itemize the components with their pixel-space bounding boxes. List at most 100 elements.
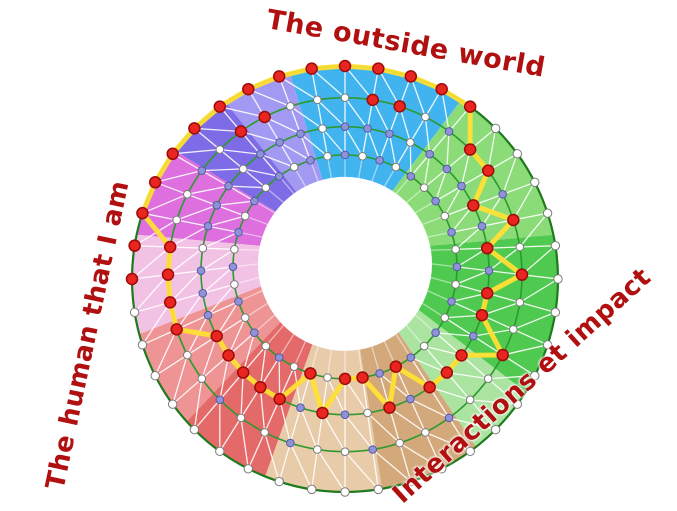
mesh-line bbox=[410, 153, 431, 177]
score-node bbox=[166, 147, 179, 161]
wheel-node bbox=[240, 313, 250, 323]
mesh-line bbox=[444, 185, 463, 217]
wheel-node bbox=[238, 164, 248, 174]
mesh-line bbox=[377, 68, 401, 107]
mesh-line bbox=[424, 116, 431, 155]
mesh-line bbox=[434, 168, 448, 202]
wheel-node bbox=[340, 122, 350, 132]
mesh-line bbox=[344, 97, 369, 129]
score-node bbox=[389, 360, 403, 373]
wheel-node bbox=[197, 374, 207, 384]
mesh-line bbox=[278, 398, 291, 444]
wheel-node bbox=[375, 369, 384, 378]
mesh-line bbox=[172, 354, 188, 405]
wheel-node bbox=[172, 215, 181, 225]
wheel-node bbox=[313, 95, 322, 105]
wheel-node bbox=[318, 124, 327, 133]
mesh-line bbox=[202, 247, 235, 251]
mesh-line bbox=[169, 270, 202, 303]
score-node bbox=[440, 366, 454, 379]
wheel-node bbox=[236, 413, 246, 423]
mesh-radial bbox=[406, 324, 425, 347]
mesh-line bbox=[519, 278, 559, 303]
mesh-line bbox=[316, 449, 346, 493]
mesh-line bbox=[444, 317, 474, 337]
wheel-node bbox=[323, 151, 332, 161]
mesh-line bbox=[134, 274, 169, 313]
mesh-line bbox=[248, 88, 291, 107]
mesh-line bbox=[131, 246, 171, 280]
wheel-node bbox=[228, 262, 238, 272]
mesh-line bbox=[451, 225, 483, 233]
mesh-line bbox=[300, 133, 328, 157]
score-node bbox=[125, 272, 139, 286]
score-node bbox=[222, 349, 235, 362]
wheel-node bbox=[368, 445, 377, 454]
mesh-line bbox=[142, 328, 177, 346]
mesh-line bbox=[219, 149, 244, 170]
mesh-radial bbox=[253, 314, 276, 334]
mesh-line bbox=[502, 153, 518, 195]
mesh-line bbox=[435, 332, 474, 337]
score-node bbox=[163, 296, 177, 309]
mesh-line bbox=[278, 75, 318, 101]
wheel-node bbox=[419, 341, 429, 351]
mesh-line bbox=[512, 181, 536, 221]
mesh-line bbox=[299, 133, 311, 161]
mesh-line bbox=[372, 449, 379, 490]
wheel-node bbox=[150, 370, 160, 381]
wheel-node bbox=[498, 190, 508, 199]
wheel-node bbox=[442, 164, 452, 174]
wheel-node bbox=[243, 464, 254, 474]
wheel-node bbox=[451, 280, 460, 289]
wheel-node bbox=[234, 297, 243, 306]
wheel-node bbox=[490, 123, 501, 134]
mesh-line bbox=[227, 317, 246, 356]
wheel-node bbox=[465, 395, 475, 405]
mesh-line bbox=[259, 153, 280, 177]
mesh-radial bbox=[326, 349, 333, 378]
wheel-node bbox=[363, 124, 372, 133]
wheel-node bbox=[275, 138, 284, 147]
wheel-node bbox=[483, 374, 493, 384]
score-node bbox=[236, 366, 250, 379]
wheel-node bbox=[406, 138, 415, 147]
wheel-node bbox=[542, 208, 553, 218]
mesh-radial bbox=[293, 341, 307, 367]
mesh-line bbox=[446, 371, 489, 380]
mesh-line bbox=[519, 245, 556, 248]
mesh-line bbox=[321, 412, 346, 453]
mesh-line bbox=[260, 153, 295, 168]
sector-green-pale bbox=[398, 309, 526, 447]
mesh-line bbox=[176, 204, 217, 221]
mesh-line bbox=[228, 185, 266, 189]
wheel-node bbox=[373, 484, 384, 495]
mesh-line bbox=[344, 414, 374, 450]
score-node bbox=[463, 100, 477, 113]
mesh-line bbox=[513, 328, 548, 346]
sector-pink-light bbox=[132, 234, 261, 335]
mesh-line bbox=[366, 412, 374, 450]
mesh-line bbox=[187, 185, 229, 195]
wheel-node bbox=[553, 274, 563, 284]
wheel-node bbox=[406, 394, 415, 404]
wheel-node bbox=[182, 190, 192, 199]
mesh-line bbox=[200, 266, 234, 272]
mesh-line bbox=[395, 142, 411, 168]
mesh-line bbox=[429, 386, 471, 401]
wheel-node bbox=[447, 227, 456, 237]
wheel-node bbox=[542, 340, 553, 350]
score-node bbox=[515, 268, 529, 281]
mesh-line bbox=[154, 354, 188, 377]
wheel-node bbox=[363, 408, 372, 418]
mesh-line bbox=[316, 99, 324, 129]
mesh-line bbox=[367, 412, 401, 444]
mesh-line bbox=[344, 65, 374, 101]
mesh-line bbox=[219, 106, 265, 118]
sector-green-light bbox=[392, 100, 554, 246]
wheel-node bbox=[440, 313, 450, 323]
wheel-node bbox=[203, 310, 213, 320]
wheel-node bbox=[440, 211, 450, 221]
wheel-node bbox=[340, 410, 350, 420]
wheel-node bbox=[197, 166, 207, 175]
